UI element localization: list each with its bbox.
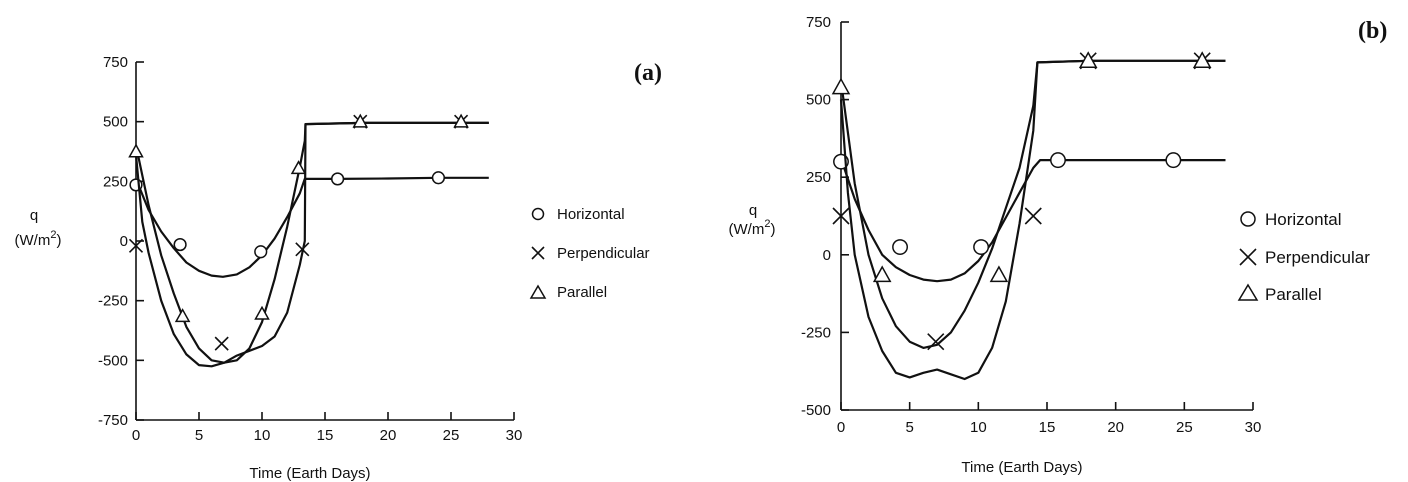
panel-a-x-tick-label: 30 xyxy=(506,427,523,444)
panel-b-x-axis-title: Time (Earth Days) xyxy=(961,459,1082,476)
panel-a-x-axis-title: Time (Earth Days) xyxy=(249,465,370,482)
panel-a-series-line-horizontal xyxy=(134,176,489,278)
panel-b-y-tick-label: -250 xyxy=(801,324,831,341)
panel-b-series-line-horizontal xyxy=(839,158,1226,283)
panel-b-point-horizontal xyxy=(1050,152,1066,169)
panel-b-point-parallel xyxy=(872,265,892,283)
panel-a-y-tick-label: -250 xyxy=(98,293,128,310)
panel-a-point-horizontal xyxy=(431,171,445,185)
legend-triangle-icon xyxy=(529,284,547,299)
legend-circle-icon xyxy=(1240,211,1256,227)
panel-a-x-tick-label: 10 xyxy=(254,427,271,444)
panel-b-point-horizontal xyxy=(892,239,909,255)
panel-b-plot-area xyxy=(831,51,1226,381)
panel-b-label: (b) xyxy=(1358,18,1387,44)
panel-a-point-parallel xyxy=(254,305,270,320)
panel-a-legend-label-perpendicular: Perpendicular xyxy=(557,245,650,262)
panel-a-legend-item-perpendicular: Perpendicular xyxy=(531,245,650,262)
panel-a-legend-item-parallel: Parallel xyxy=(529,284,607,301)
panel-b-legend-label-perpendicular: Perpendicular xyxy=(1265,248,1370,267)
panel-a: (a) q (W/m2) Time (Earth Days) 750500250… xyxy=(15,54,662,482)
panel-b-y-axis-title: q xyxy=(749,202,757,219)
panel-b-series-line-parallel xyxy=(839,59,1226,349)
panel-b-point-horizontal xyxy=(1165,152,1182,169)
panel-b-y-tick-label: 250 xyxy=(806,169,831,186)
panel-a-point-parallel xyxy=(352,113,369,128)
panel-b-y-tick-label: 500 xyxy=(806,92,831,109)
panel-b-x-tick-label: 10 xyxy=(970,419,987,436)
panel-a-x-tick-label: 25 xyxy=(443,427,460,444)
panel-a-y-tick-label: 0 xyxy=(120,233,128,250)
panel-b-point-parallel xyxy=(1192,51,1212,68)
panel-a-legend-item-horizontal: Horizontal xyxy=(531,206,625,223)
panel-b-x-tick-label: 5 xyxy=(905,419,913,436)
legend-cross-icon xyxy=(531,246,545,260)
panel-b-point-perpendicular xyxy=(832,207,850,225)
legend-cross-icon xyxy=(1239,248,1257,266)
panel-a-legend-label-parallel: Parallel xyxy=(557,284,607,301)
panel-a-label: (a) xyxy=(634,60,662,86)
panel-b-axes: 750 500 250 0 -250 -500 0 5 10 15 20 25 30 xyxy=(801,14,1261,436)
panel-a-x-tick-label: 5 xyxy=(195,427,203,444)
panel-a-series-line-parallel xyxy=(134,121,489,364)
panel-b-x-tick-label: 0 xyxy=(837,419,845,436)
panel-a-x-tick-label: 0 xyxy=(132,427,140,444)
panel-a-point-parallel xyxy=(290,160,307,175)
panel-a-legend-label-horizontal: Horizontal xyxy=(557,206,625,223)
panel-b-point-horizontal xyxy=(973,239,990,255)
panel-a-x-tick-label: 15 xyxy=(317,427,334,444)
panel-b-y-tick-label: -500 xyxy=(801,402,831,419)
panel-a-point-horizontal xyxy=(173,237,187,252)
panel-b-point-parallel xyxy=(831,77,851,95)
panel-b-series-line-perpendicular xyxy=(839,59,1226,381)
panel-b-legend-label-horizontal: Horizontal xyxy=(1265,210,1342,229)
panel-a-point-horizontal xyxy=(331,172,345,186)
panel-b-x-tick-label: 15 xyxy=(1039,419,1056,436)
panel-a-y-tick-label: -500 xyxy=(98,352,128,369)
panel-b-y-tick-label: 750 xyxy=(806,14,831,31)
panel-b-x-tick-label: 30 xyxy=(1245,419,1262,436)
panel-a-y-tick-label: 750 xyxy=(103,54,128,71)
panel-b-legend: Horizontal Perpendicular Parallel xyxy=(1237,210,1370,304)
panel-a-point-parallel xyxy=(453,113,469,128)
panel-b-point-parallel xyxy=(989,265,1009,283)
panel-a-point-perpendicular xyxy=(128,238,144,253)
panel-a-y-tick-label: 500 xyxy=(103,114,128,131)
panel-a-point-perpendicular xyxy=(214,336,229,351)
panel-b-legend-label-parallel: Parallel xyxy=(1265,285,1322,304)
panel-b-legend-item-horizontal: Horizontal xyxy=(1240,210,1342,229)
panel-a-point-horizontal xyxy=(254,245,268,259)
panel-a-y-axis-unit: (W/m2) xyxy=(15,229,62,249)
panel-a-y-tick-label: 250 xyxy=(103,173,128,190)
panel-b: (b) q (W/m2) Time (Earth Days) 750500250… xyxy=(729,14,1388,476)
panel-a-y-axis-title: q xyxy=(30,207,38,224)
panel-a-x-tick-label: 20 xyxy=(380,427,397,444)
panel-b-x-tick-label: 25 xyxy=(1176,419,1193,436)
panel-b-y-axis-unit: (W/m2) xyxy=(729,218,776,238)
legend-circle-icon xyxy=(531,207,545,221)
panel-a-legend: Horizontal Perpendicular Parallel xyxy=(529,206,650,301)
panel-a-plot-area xyxy=(128,113,489,368)
legend-triangle-icon xyxy=(1237,283,1259,301)
panel-b-point-parallel xyxy=(1078,51,1098,68)
panel-a-point-parallel xyxy=(128,143,144,158)
panel-a-point-perpendicular xyxy=(295,242,310,257)
panel-a-point-parallel xyxy=(174,308,191,323)
panel-b-x-tick-label: 20 xyxy=(1107,419,1124,436)
panel-b-legend-item-perpendicular: Perpendicular xyxy=(1239,248,1370,267)
panel-b-point-perpendicular xyxy=(1024,207,1042,225)
panel-a-y-tick-label: -750 xyxy=(98,412,128,429)
panel-b-y-tick-label: 0 xyxy=(823,247,831,264)
panel-b-legend-item-parallel: Parallel xyxy=(1237,283,1322,304)
